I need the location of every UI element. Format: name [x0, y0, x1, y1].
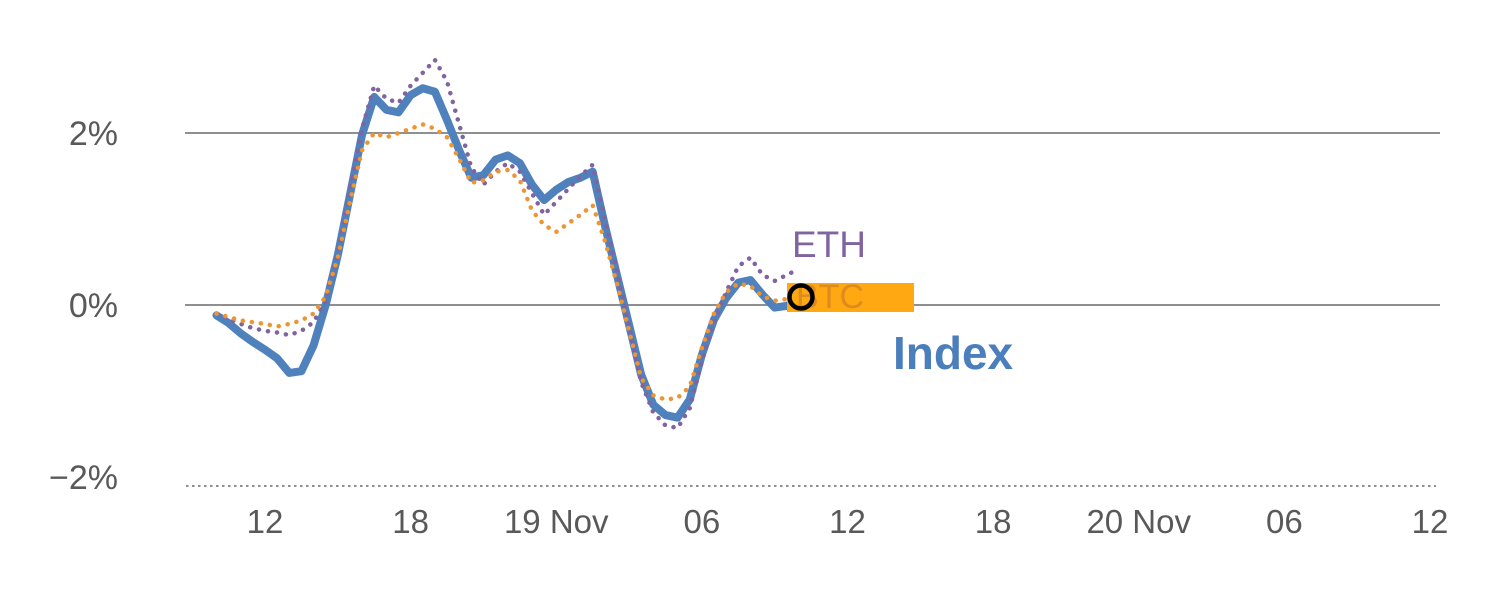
eth-label: ETH	[792, 224, 866, 265]
x-tick-label: 12	[1412, 503, 1449, 540]
y-tick-label: −2%	[49, 459, 118, 497]
y-tick-label: 0%	[69, 287, 118, 325]
x-tick-label: 12	[247, 503, 284, 540]
series-line-index	[212, 84, 803, 422]
btc-label: BTC	[796, 278, 864, 316]
x-tick-label: 06	[684, 503, 721, 540]
x-tick-label: 18	[392, 503, 429, 540]
x-tick-label: 12	[829, 503, 866, 540]
x-tick-label: 18	[975, 503, 1012, 540]
x-tick-label: 20 Nov	[1086, 503, 1191, 540]
last-point-marker	[787, 283, 815, 311]
x-tick-label: 19 Nov	[504, 503, 609, 540]
x-tick-label: 06	[1266, 503, 1303, 540]
y-tick-label: 2%	[69, 115, 118, 153]
index-label: Index	[893, 327, 1014, 379]
series-line-btc	[214, 122, 802, 402]
